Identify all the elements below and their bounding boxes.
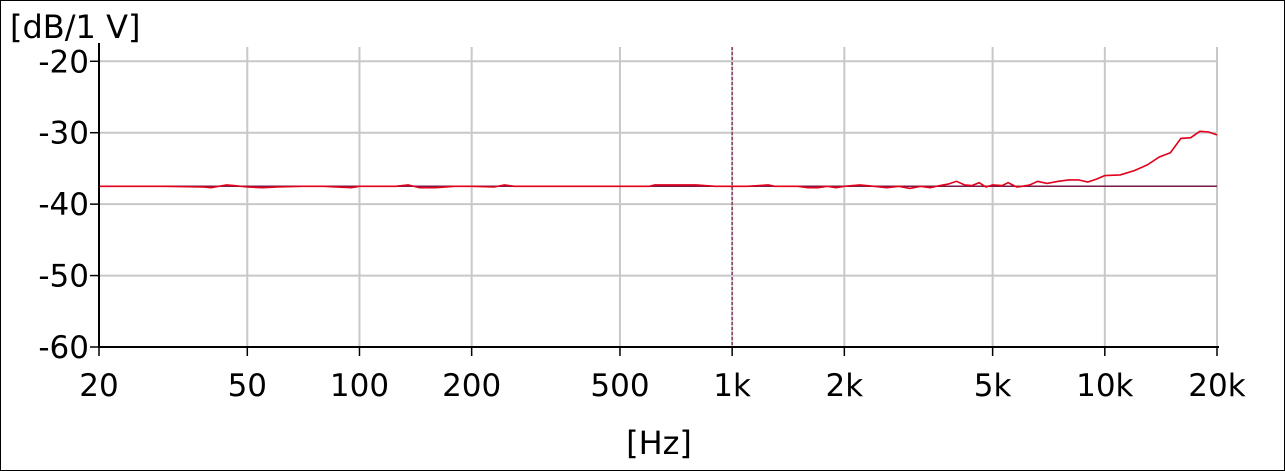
series-layer [99,130,1218,190]
x-tick-label: 50 [228,368,267,404]
x-tick-label: 10k [1076,368,1133,404]
axis-layer [90,43,1219,356]
reference-layer [99,47,1217,347]
x-axis-title: [Hz] [626,424,692,462]
y-tick-label: -30 [38,116,89,152]
x-tick-label: 500 [590,368,649,404]
x-tick-label: 200 [442,368,501,404]
x-tick-label: 20 [79,368,118,404]
label-layer: [dB/1 V] [Hz] 20 50 100 200 500 1k 2k 5k 10k 20k -… [10,8,1246,462]
x-tick-label: 1k [713,368,751,404]
series-line [99,130,1218,190]
x-tick-label: 20k [1188,368,1245,404]
x-tick-label: 5k [974,368,1012,404]
y-tick-label: -40 [38,187,89,223]
y-tick-label: -60 [38,330,89,366]
y-tick-label: -20 [38,44,89,80]
x-tick-label: 100 [330,368,389,404]
y-axis-title: [dB/1 V] [10,8,140,46]
grid-layer [99,47,1218,347]
y-tick-label: -50 [38,259,89,295]
x-tick-label: 2k [825,368,863,404]
